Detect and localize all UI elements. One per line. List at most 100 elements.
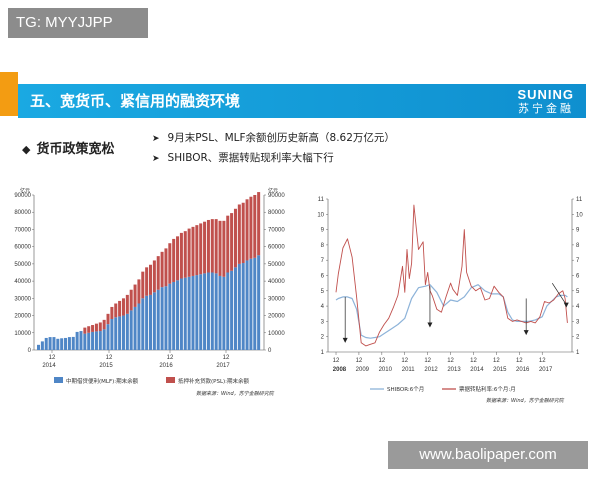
diamond-bullet-icon: ◆ [22, 143, 31, 156]
series-line-shibor [335, 284, 568, 339]
left-tick-label: 6 [321, 274, 325, 280]
bar-psl [210, 219, 214, 273]
right-tick-label: 20000 [268, 314, 285, 320]
right-tick-label: 4 [576, 304, 580, 310]
right-tick-label: 70000 [268, 227, 285, 233]
mlf-psl-stacked-bar-chart: 亿元 亿元 0 0 10000 10000 20000 20000 30000 30000 4000… [8, 183, 300, 405]
left-tick-label: 90000 [14, 193, 31, 199]
x-month-label: 12 [516, 358, 523, 364]
x-month-label: 12 [49, 355, 56, 361]
bar-psl [199, 223, 203, 275]
bar-psl [137, 279, 141, 304]
right-tick-label: 50000 [268, 262, 285, 268]
left-tick-label: 30000 [14, 296, 31, 302]
bar-mlf [237, 263, 241, 350]
legend-swatch-mlf [54, 377, 63, 383]
bar-mlf [218, 275, 222, 350]
bar-mlf [118, 316, 122, 350]
x-year-label: 2017 [539, 367, 553, 373]
x-year-label: 2010 [379, 367, 393, 373]
bar-psl [206, 219, 210, 273]
bar-mlf [71, 336, 75, 350]
arrow-bullet-icon: ➤ [152, 154, 160, 164]
bar-mlf [102, 329, 106, 350]
bar-mlf [241, 263, 245, 350]
bar-psl [91, 325, 95, 332]
bar-mlf [226, 272, 230, 350]
bar-mlf [37, 344, 41, 350]
left-tick-label: 5 [321, 289, 325, 295]
logo-text-en: SUNING [517, 87, 574, 102]
bar-mlf [191, 275, 195, 350]
top-tag: TG: MYYJJPP [8, 8, 148, 38]
bar-mlf [114, 317, 118, 350]
bar-mlf [214, 273, 218, 350]
x-year-label: 2013 [447, 367, 461, 373]
left-tick-label: 8 [321, 243, 325, 249]
bar-psl [237, 204, 241, 264]
bar-mlf [145, 295, 149, 350]
annotation-arrow-shaft [551, 282, 567, 305]
bar-mlf [222, 276, 226, 350]
left-tick-label: 1 [321, 350, 325, 356]
x-month-label: 12 [447, 358, 454, 364]
bar-psl [118, 300, 122, 317]
x-year-label: 2016 [516, 367, 530, 373]
right-tick-label: 11 [576, 197, 583, 203]
left-tick-label: 20000 [14, 314, 31, 320]
bar-mlf [199, 274, 203, 350]
annotation-arrow-head [427, 322, 433, 328]
section-label: 货币政策宽松 [36, 142, 115, 157]
bar-mlf [168, 283, 172, 350]
page-title: 五、宽货币、紧信用的融资环境 [30, 92, 241, 110]
left-tick-label: 10000 [14, 331, 31, 337]
bar-psl [83, 327, 87, 334]
bar-psl [102, 319, 106, 330]
bar-mlf [156, 289, 160, 350]
bar-psl [164, 248, 168, 287]
right-tick-label: 10000 [268, 331, 285, 337]
x-month-label: 12 [493, 358, 500, 364]
left-tick-label: 4 [321, 304, 325, 310]
bullet-item: ➤ SHIBOR、票据转贴现利率大幅下行 [152, 148, 395, 168]
bar-psl [230, 213, 234, 271]
right-tick-label: 60000 [268, 245, 285, 251]
bullet-text: 9月末PSL、MLF余额创历史新高（8.62万亿元） [167, 132, 395, 144]
bar-psl [94, 323, 98, 332]
bar-psl [149, 264, 153, 295]
bar-psl [179, 232, 183, 279]
bar-mlf [106, 324, 110, 350]
x-month-label: 12 [167, 355, 174, 361]
annotation-arrow-head [523, 330, 529, 336]
bullet-item: ➤ 9月末PSL、MLF余额创历史新高（8.62万亿元） [152, 128, 395, 148]
right-tick-label: 0 [268, 348, 272, 354]
bar-mlf [249, 258, 253, 350]
bullet-text: SHIBOR、票据转贴现利率大幅下行 [167, 152, 334, 164]
right-tick-label: 8 [576, 243, 580, 249]
bar-mlf [233, 267, 237, 350]
x-month-label: 12 [223, 355, 230, 361]
bar-mlf [110, 319, 114, 350]
bar-psl [183, 231, 187, 278]
right-tick-label: 3 [576, 319, 580, 325]
bar-mlf [129, 310, 133, 350]
x-year-label: 2015 [493, 367, 507, 373]
bar-mlf [48, 337, 52, 350]
right-tick-label: 5 [576, 289, 580, 295]
bar-mlf [56, 338, 60, 350]
right-tick-label: 2 [576, 335, 580, 341]
legend-label-mlf: 中期借贷便利(MLF):期末余额 [66, 377, 139, 385]
bar-psl [191, 226, 195, 276]
bar-mlf [133, 306, 137, 350]
bar-psl [145, 267, 149, 296]
left-tick-label: 50000 [14, 262, 31, 268]
bar-psl [87, 326, 91, 333]
x-year-label: 2012 [424, 367, 438, 373]
bar-psl [152, 260, 156, 293]
bar-mlf [253, 257, 257, 350]
series-line-bill-rate [335, 204, 568, 347]
bar-mlf [94, 331, 98, 350]
bar-mlf [245, 260, 249, 350]
legend-swatch-psl [166, 377, 175, 383]
bar-psl [114, 303, 118, 318]
